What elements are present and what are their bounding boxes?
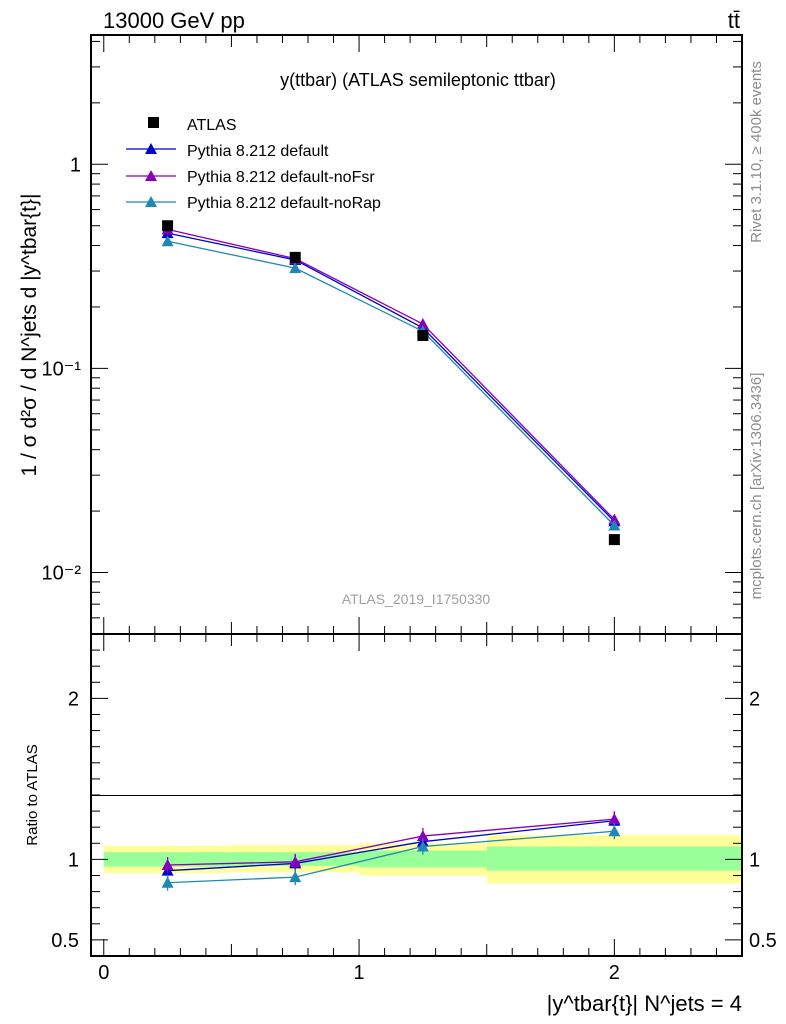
ratio-marker-nofsr — [416, 830, 429, 842]
legend-marker-norap — [145, 196, 157, 207]
legend-label-nofsr: Pythia 8.212 default-noFsr — [187, 169, 375, 186]
main-line-default — [167, 232, 615, 522]
plot-title: y(ttbar) (ATLAS semileptonic ttbar) — [280, 70, 556, 90]
ratio-uncertainty-bands — [103, 835, 742, 884]
x-tick-label: 0 — [98, 962, 109, 984]
ratio-panel-frame — [90, 633, 743, 957]
legend: ATLAS Pythia 8.212 default Pythia 8.212 … — [126, 117, 381, 212]
ratio-line-norap — [167, 830, 615, 884]
main-y-tick-label: 1 — [70, 154, 81, 176]
main-y-axis-label: 1 / σ d²σ / d N^jets d |y^tbar{t}| — [18, 194, 41, 477]
x-tick-label: 2 — [609, 962, 620, 984]
rivet-label: Rivet 3.1.10, ≥ 400k events — [748, 61, 765, 243]
ratio-line-default — [167, 820, 615, 872]
ratio-y-tick-label-right: 2 — [749, 688, 760, 710]
ratio-y-axis-label: Ratio to ATLAS — [24, 744, 41, 845]
ratio-y-tick-label: 1 — [68, 849, 79, 871]
ratio-marker-nofsr — [161, 859, 174, 871]
main-y-tick-label: 10⁻² — [42, 563, 82, 585]
ratio-y-tick-label: 0.5 — [51, 930, 79, 952]
ratio-y-tick-label-right: 0.5 — [749, 930, 777, 952]
ratio-marker-norap — [416, 840, 429, 852]
main-marker-nofsr — [416, 318, 429, 330]
main-marker-norap — [161, 235, 174, 247]
ratio-y-tick-label-right: 1 — [749, 849, 760, 871]
legend-label-norap: Pythia 8.212 default-noRap — [187, 195, 381, 212]
ratio-marker-nofsr — [608, 813, 621, 825]
main-marker-atlas — [417, 329, 429, 341]
x-axis-label: |y^tbar{t}| N^jets = 4 — [547, 991, 742, 1016]
main-panel-ticks: 1 10⁻¹ 10⁻² — [42, 35, 743, 635]
main-marker-atlas — [162, 220, 174, 232]
main-line-norap — [167, 240, 615, 526]
ratio-marker-norap — [289, 871, 302, 883]
legend-label-default: Pythia 8.212 default — [187, 143, 329, 160]
main-line-nofsr — [167, 228, 615, 520]
ratio-line-nofsr — [167, 818, 615, 866]
legend-label-atlas: ATLAS — [187, 117, 237, 134]
main-marker-norap — [289, 262, 302, 274]
energy-label: 13000 GeV pp — [103, 8, 245, 33]
legend-marker-nofsr — [145, 170, 157, 181]
legend-marker-default — [145, 143, 157, 154]
main-marker-atlas — [608, 534, 620, 546]
main-y-tick-label: 10⁻¹ — [42, 358, 82, 380]
ratio-marker-norap — [161, 876, 174, 888]
ratio-marker-norap — [608, 825, 621, 837]
ratio-band-inner — [486, 846, 742, 871]
mcplots-label: mcplots.cern.ch [arXiv:1306.3436] — [748, 373, 765, 600]
ratio-y-tick-label: 2 — [68, 688, 79, 710]
main-marker-norap — [608, 519, 621, 531]
ratio-marker-nofsr — [289, 855, 302, 867]
series-layer — [161, 220, 621, 891]
ratio-panel-ticks: 0.5 0.5 1 1 2 2 0 1 2 — [51, 633, 777, 984]
analysis-watermark: ATLAS_2019_I1750330 — [342, 591, 491, 607]
legend-marker-atlas — [148, 117, 159, 128]
process-label: tt̄ — [728, 8, 740, 33]
x-tick-label: 1 — [353, 962, 364, 984]
main-marker-atlas — [289, 251, 301, 263]
